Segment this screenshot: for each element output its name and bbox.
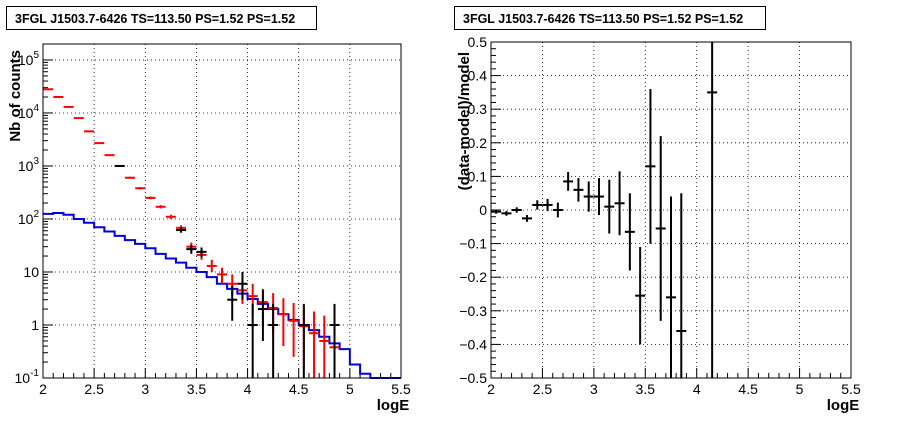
y-tick-label: 103 bbox=[18, 156, 40, 174]
model-counts-point bbox=[94, 142, 105, 145]
y-axis-label: Nb of counts bbox=[7, 50, 24, 142]
y-tick-label: −0.4 bbox=[459, 336, 487, 352]
model-counts-point bbox=[155, 205, 166, 209]
x-tick-label: 5 bbox=[346, 381, 354, 397]
model-counts-point bbox=[319, 315, 330, 378]
y-tick-label: 1 bbox=[31, 317, 39, 333]
residual-point bbox=[655, 136, 666, 321]
model-counts-point bbox=[145, 196, 156, 200]
model-counts-point bbox=[165, 214, 176, 219]
x-tick-label: 2 bbox=[487, 381, 495, 397]
x-axis-label: logE bbox=[377, 397, 410, 414]
residual-point bbox=[542, 198, 553, 212]
x-axis-label: logE bbox=[827, 397, 860, 414]
model-counts-point bbox=[206, 259, 217, 272]
data-counts-point bbox=[176, 227, 187, 233]
residual-point bbox=[491, 209, 502, 214]
y-tick-label: 10-1 bbox=[15, 368, 40, 386]
data-counts-point bbox=[298, 303, 309, 378]
y-tick-label: −0.5 bbox=[459, 370, 487, 386]
model-counts-point bbox=[309, 311, 320, 378]
y-tick-label: −0.1 bbox=[459, 236, 487, 252]
residual-point bbox=[552, 202, 563, 218]
model-counts-point bbox=[124, 176, 135, 179]
y-tick-label: −0.2 bbox=[459, 269, 487, 285]
residual-point bbox=[501, 211, 512, 216]
data-counts-point bbox=[196, 247, 207, 258]
x-tick-label: 5.5 bbox=[841, 381, 861, 397]
data-counts-point bbox=[268, 303, 279, 378]
model-step-line bbox=[43, 211, 401, 379]
model-counts-point bbox=[135, 187, 146, 190]
data-counts-point bbox=[227, 285, 238, 321]
residual-point bbox=[583, 181, 594, 212]
residual-point bbox=[614, 171, 625, 236]
residual-point bbox=[666, 196, 676, 378]
data-counts-point bbox=[247, 303, 258, 378]
residual-point bbox=[563, 172, 574, 191]
model-counts-point bbox=[288, 302, 299, 357]
y-tick-label: 0.4 bbox=[468, 68, 488, 84]
residual-point bbox=[707, 42, 718, 378]
residual-point bbox=[594, 178, 604, 216]
x-tick-label: 3 bbox=[590, 381, 598, 397]
data-counts-point bbox=[114, 164, 125, 167]
x-tick-label: 4.5 bbox=[289, 381, 309, 397]
x-tick-label: 2.5 bbox=[84, 381, 104, 397]
y-tick-label: 0.2 bbox=[468, 135, 488, 151]
data-counts-point bbox=[329, 303, 340, 378]
y-tick-label: 0.5 bbox=[468, 34, 488, 50]
data-counts-point bbox=[237, 271, 248, 300]
x-tick-label: 5 bbox=[796, 381, 804, 397]
x-tick-label: 2 bbox=[39, 381, 47, 397]
y-tick-label: 0 bbox=[479, 202, 487, 218]
x-tick-label: 4 bbox=[244, 381, 252, 397]
model-counts-point bbox=[104, 154, 115, 157]
y-tick-label: 104 bbox=[18, 103, 40, 121]
residual-point bbox=[511, 207, 522, 213]
x-tick-label: 2.5 bbox=[533, 381, 553, 397]
residual-point bbox=[676, 193, 687, 378]
y-tick-label: −0.3 bbox=[459, 303, 487, 319]
x-tick-label: 4.5 bbox=[738, 381, 758, 397]
residual-point bbox=[624, 193, 635, 271]
y-tick-label: 0.3 bbox=[468, 101, 488, 117]
residual-point bbox=[635, 246, 646, 345]
residual-point bbox=[522, 215, 532, 222]
x-tick-label: 4 bbox=[693, 381, 701, 397]
y-tick-label: 10 bbox=[23, 264, 39, 280]
model-counts-point bbox=[73, 117, 84, 120]
y-axis-label: (data-model)/model bbox=[456, 52, 473, 190]
x-tick-label: 3 bbox=[141, 381, 149, 397]
y-tick-label: 105 bbox=[18, 50, 40, 68]
residual-point bbox=[532, 200, 543, 210]
x-tick-label: 3.5 bbox=[636, 381, 656, 397]
x-tick-label: 3.5 bbox=[187, 381, 207, 397]
y-tick-label: 0.1 bbox=[468, 168, 488, 184]
residual-point bbox=[604, 179, 615, 234]
chart-title-left: 3FGL J1503.7-6426 TS=113.50 PS=1.52 PS=1… bbox=[6, 6, 317, 30]
residual-point bbox=[645, 89, 656, 244]
data-counts-point bbox=[186, 245, 197, 254]
x-tick-label: 5.5 bbox=[391, 381, 411, 397]
plot-frame-right bbox=[490, 41, 852, 379]
residual-point bbox=[573, 178, 584, 202]
model-counts-point bbox=[84, 130, 95, 133]
data-counts-point bbox=[257, 290, 268, 341]
plot-frame-left bbox=[42, 43, 402, 379]
chart-title-right: 3FGL J1503.7-6426 TS=113.50 PS=1.52 PS=1… bbox=[454, 6, 766, 30]
model-counts-point bbox=[278, 298, 289, 347]
y-tick-label: 102 bbox=[18, 209, 40, 227]
model-counts-point bbox=[217, 267, 227, 284]
